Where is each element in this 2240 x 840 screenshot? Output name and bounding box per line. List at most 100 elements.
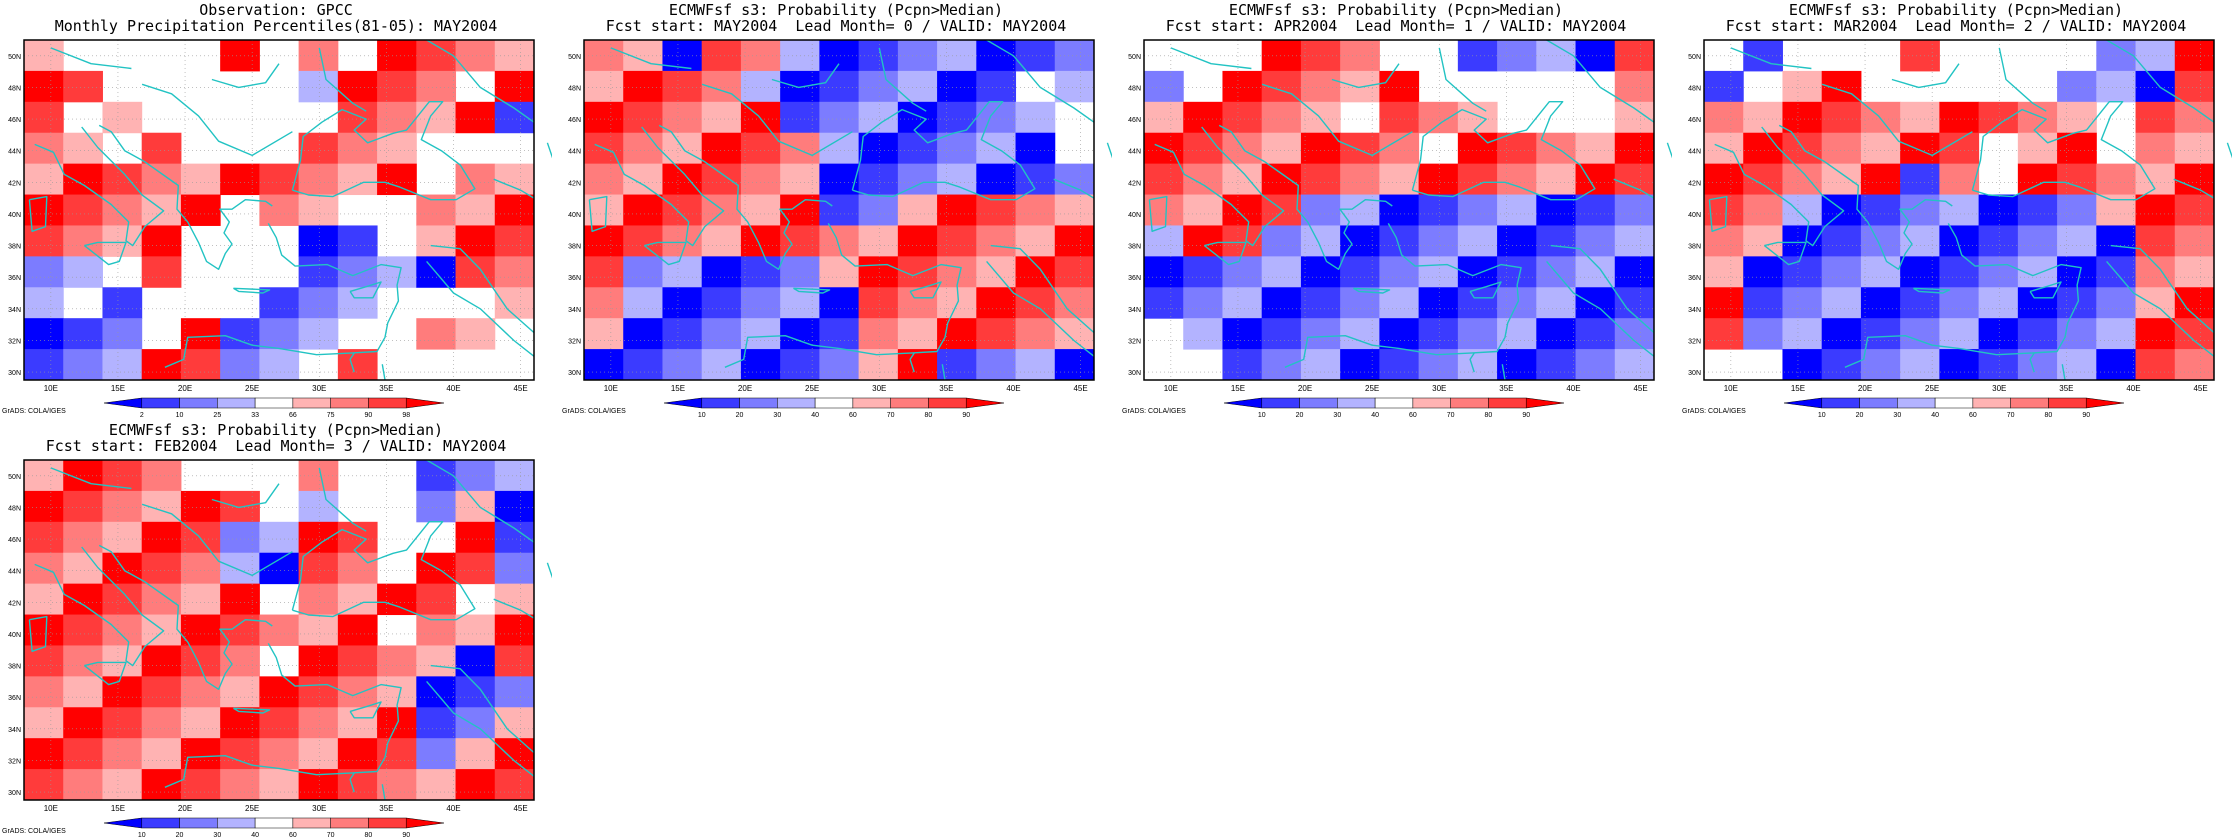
coastline (643, 241, 687, 266)
grid-cell (416, 490, 457, 523)
grid-cell (298, 521, 339, 554)
grid-cell (24, 583, 64, 616)
y-tick-label: 44N (568, 149, 581, 156)
grid-cell (1743, 132, 1783, 165)
grid-cell (1978, 194, 2019, 226)
grid-cell (937, 70, 977, 103)
grid-cell (1261, 163, 1302, 196)
grid-cell (858, 318, 899, 350)
coastline (349, 352, 355, 373)
colorbar-label: 10 (138, 832, 146, 839)
grid-cell (1860, 132, 1901, 165)
grid-cell (1614, 40, 1655, 72)
grid-cell (298, 287, 339, 319)
map-frame (23, 459, 535, 801)
y-tick-label: 40N (8, 632, 21, 639)
grid-cell (298, 70, 339, 103)
grid-cell (2174, 318, 2215, 350)
grid-cell (1743, 194, 1783, 226)
grid-cell (1300, 163, 1341, 196)
y-tick-label: 50N (8, 54, 21, 61)
grid-cell (819, 101, 860, 134)
grid-cell (455, 318, 496, 350)
grid-cell (102, 163, 143, 196)
colorbar-label: 10 (1258, 412, 1266, 419)
grid-cell (298, 460, 339, 492)
grid-cell (298, 614, 339, 646)
grid-cell (1379, 132, 1420, 165)
coastline (1218, 124, 1393, 270)
coastline (430, 244, 535, 334)
grid-cell (1183, 256, 1223, 288)
grid-cell (1144, 225, 1184, 257)
colorbar-label: 90 (2082, 412, 2090, 419)
y-tick-label: 36N (1128, 275, 1141, 282)
grid-cell (1860, 163, 1901, 196)
grid-cell (1782, 163, 1823, 196)
y-tick-label: 50N (8, 474, 21, 481)
grid-cell (377, 132, 417, 165)
grid-cell (1978, 101, 2019, 134)
grid-cell (337, 70, 378, 103)
grid-cell (377, 645, 417, 677)
grid-cell (2174, 70, 2215, 103)
coastline (2110, 244, 2215, 334)
grid-cell (1261, 287, 1302, 319)
panel-title-line1: ECMWFsf s3: Probability (Pcpn>Median) (1228, 1, 1564, 19)
grid-cell (1418, 101, 1459, 134)
y-tick-label: 50N (568, 54, 581, 61)
colorbar-label: 33 (251, 412, 259, 419)
grid-cell (63, 738, 103, 770)
colorbar-label: 30 (773, 412, 781, 419)
x-tick-label: 20E (1858, 384, 1872, 393)
map-frame (1703, 39, 2215, 381)
coastline (1546, 260, 1655, 357)
coastline (141, 83, 293, 157)
grid-cell (1340, 163, 1380, 196)
grid-cell (780, 132, 820, 165)
colorbar-segment (368, 397, 407, 409)
y-tick-label: 36N (568, 275, 581, 282)
grid-cell (259, 614, 300, 646)
grid-cell (2174, 225, 2215, 257)
x-tick-label: 25E (245, 804, 259, 813)
grid-cell (416, 738, 457, 770)
grid-cell (1939, 101, 1980, 134)
grid-cell (102, 769, 143, 801)
grid-cell (1457, 194, 1498, 226)
colorbar-segment (1897, 397, 1936, 409)
colorbar-segment (1783, 397, 1823, 409)
coastline (349, 701, 382, 719)
y-tick-label: 32N (1128, 338, 1141, 345)
grid-cell (416, 645, 457, 677)
grid-cell (1222, 349, 1263, 381)
grid-cell (897, 225, 938, 257)
grid-cell (1261, 225, 1302, 257)
coastline (1353, 287, 1391, 294)
colorbar-label: 80 (2045, 412, 2053, 419)
y-tick-label: 30N (1688, 370, 1701, 377)
coastline (291, 101, 476, 201)
grid-cell (858, 70, 899, 103)
grid-cell (819, 40, 860, 72)
grid-cell (819, 70, 860, 103)
coastline (878, 47, 927, 112)
grid-cell (1704, 70, 1744, 103)
x-tick-label: 35E (1499, 384, 1513, 393)
grid-cell (63, 70, 103, 103)
map-panel-1: Observation: GPCC Monthly Precipitation P… (0, 0, 552, 420)
coastline (941, 364, 946, 381)
y-tick-label: 46N (1128, 117, 1141, 124)
grid-cell (180, 318, 221, 350)
grid-cell (1300, 70, 1341, 103)
grid-cell (1704, 225, 1744, 257)
coastline (1411, 101, 1596, 201)
coastline (426, 260, 535, 357)
grid-cell (1743, 225, 1783, 257)
coastline (318, 47, 367, 112)
coastline (2061, 364, 2066, 381)
grid-cell (494, 583, 535, 616)
y-tick-label: 46N (568, 117, 581, 124)
grid-cell (298, 676, 339, 708)
grid-cell (1782, 194, 1823, 226)
